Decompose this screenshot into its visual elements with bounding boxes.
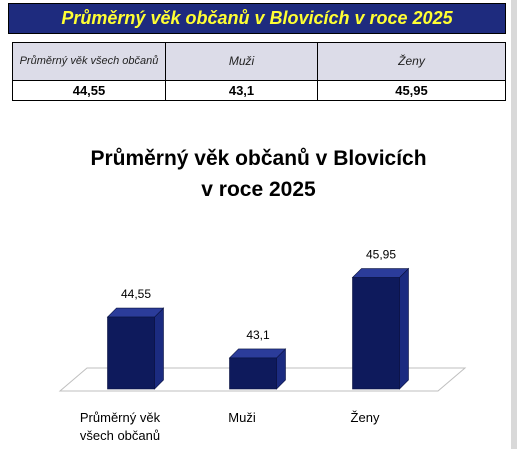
data-label-all-citizens: 44,55 bbox=[121, 287, 151, 301]
bar-all-citizens bbox=[107, 316, 155, 390]
table-value-row: 44,55 43,1 45,95 bbox=[12, 80, 506, 101]
chart-title-line-1: Průměrný věk občanů v Blovicích bbox=[90, 147, 427, 170]
bar-all-citizens-side bbox=[154, 307, 164, 390]
chart-title: Průměrný věk občanů v Blovicích v roce 2… bbox=[0, 143, 517, 205]
header-cell-all: Průměrný věk všech občanů bbox=[12, 42, 166, 81]
bar-women-side bbox=[399, 267, 409, 390]
chart-title-line-2: v roce 2025 bbox=[201, 178, 316, 201]
bar-women bbox=[352, 277, 400, 390]
summary-table: Průměrný věk všech občanů Muži Ženy 44,5… bbox=[12, 42, 506, 101]
data-label-women: 45,95 bbox=[366, 248, 396, 262]
category-label-2-line-0: Ženy bbox=[351, 410, 380, 425]
value-cell-all: 44,55 bbox=[12, 80, 166, 101]
category-label-1-line-0: Muži bbox=[228, 410, 256, 425]
category-label-0-line-1: všech občanů bbox=[80, 428, 160, 443]
data-label-men: 43,1 bbox=[246, 328, 270, 342]
value-cell-women: 45,95 bbox=[317, 80, 506, 101]
window-edge bbox=[511, 0, 517, 449]
bar-men-top bbox=[228, 348, 287, 359]
bar-men bbox=[229, 357, 277, 390]
header-cell-women: Ženy bbox=[317, 42, 506, 81]
banner-title: Průměrný věk občanů v Blovicích v roce 2… bbox=[61, 8, 453, 28]
bar-women-top bbox=[351, 268, 410, 278]
category-label-0-line-0: Průměrný věk bbox=[80, 410, 161, 425]
value-cell-men: 43,1 bbox=[165, 80, 318, 101]
title-banner: Průměrný věk občanů v Blovicích v roce 2… bbox=[8, 3, 506, 34]
bar-all-citizens-top bbox=[106, 307, 165, 318]
table-header-row: Průměrný věk všech občanů Muži Ženy bbox=[12, 42, 506, 81]
header-cell-men: Muži bbox=[165, 42, 318, 81]
